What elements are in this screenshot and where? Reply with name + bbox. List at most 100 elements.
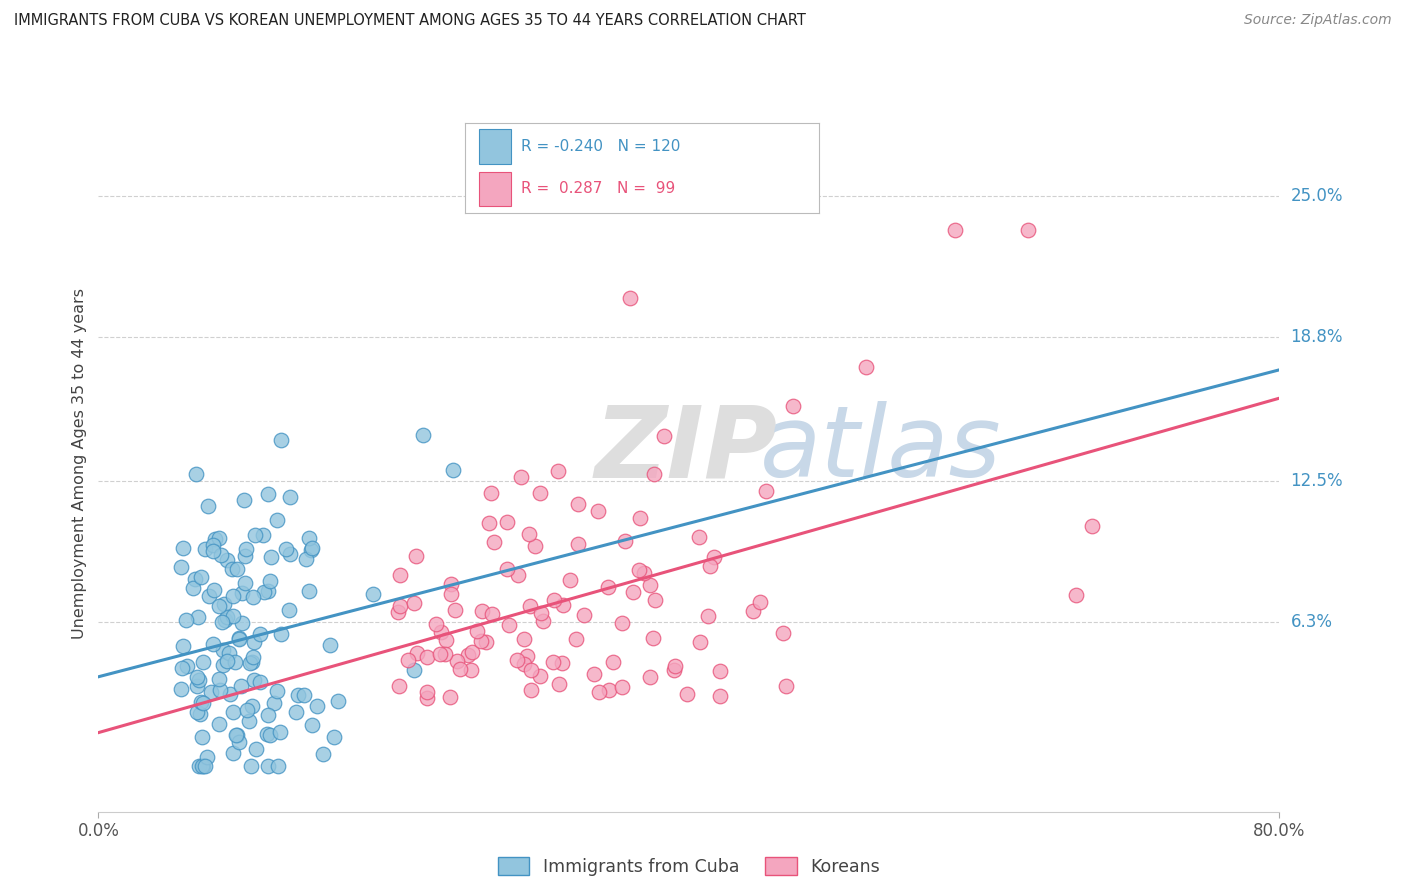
Point bbox=[470, 633, 492, 648]
Point bbox=[520, 683, 543, 698]
Point bbox=[201, 538, 224, 552]
Point bbox=[186, 679, 208, 693]
Point bbox=[257, 759, 280, 773]
Point bbox=[586, 504, 609, 518]
Point bbox=[709, 689, 731, 703]
Point bbox=[516, 649, 538, 664]
Text: 18.8%: 18.8% bbox=[1291, 328, 1343, 346]
Point bbox=[267, 759, 290, 773]
Point bbox=[208, 682, 231, 697]
Point bbox=[278, 491, 301, 505]
Point bbox=[292, 688, 315, 702]
Point bbox=[551, 656, 574, 670]
Point bbox=[429, 647, 451, 661]
Point bbox=[301, 541, 323, 555]
Point bbox=[226, 562, 249, 576]
Point bbox=[742, 603, 765, 617]
Point bbox=[201, 544, 224, 558]
Point bbox=[197, 750, 219, 764]
Point bbox=[256, 727, 278, 741]
Point bbox=[172, 541, 194, 556]
Point bbox=[245, 741, 267, 756]
Text: 12.5%: 12.5% bbox=[1291, 472, 1343, 490]
Point bbox=[627, 562, 650, 576]
Point bbox=[176, 659, 198, 673]
Point bbox=[517, 527, 540, 541]
Point bbox=[208, 717, 231, 731]
Point bbox=[1064, 589, 1087, 603]
Point bbox=[402, 596, 425, 610]
Point bbox=[612, 615, 634, 630]
Point bbox=[212, 657, 235, 672]
Point bbox=[643, 467, 665, 482]
Point bbox=[1017, 223, 1039, 237]
Point bbox=[197, 499, 219, 513]
Point bbox=[434, 632, 457, 647]
Text: ZIP: ZIP bbox=[595, 401, 778, 499]
Point bbox=[186, 706, 208, 720]
Point bbox=[249, 675, 271, 690]
Point bbox=[513, 632, 536, 647]
Point bbox=[209, 548, 232, 562]
Point bbox=[583, 666, 606, 681]
Point bbox=[181, 581, 204, 595]
Point bbox=[174, 613, 197, 627]
Point bbox=[404, 664, 426, 678]
Point bbox=[260, 549, 283, 564]
Point bbox=[697, 608, 720, 623]
Point bbox=[193, 759, 215, 773]
Point bbox=[450, 662, 472, 676]
Text: 25.0%: 25.0% bbox=[1291, 186, 1343, 205]
Point bbox=[506, 568, 529, 582]
Point bbox=[228, 631, 250, 645]
Point bbox=[446, 654, 468, 668]
Point bbox=[444, 603, 467, 617]
Point bbox=[193, 759, 215, 773]
Point bbox=[530, 606, 553, 620]
Point bbox=[295, 551, 318, 566]
Point bbox=[709, 664, 731, 678]
Point bbox=[191, 759, 214, 773]
Point bbox=[782, 400, 804, 414]
Point bbox=[211, 615, 233, 630]
Point bbox=[233, 549, 256, 564]
Point bbox=[628, 511, 651, 525]
Point bbox=[252, 528, 274, 542]
Point bbox=[224, 655, 246, 669]
Point bbox=[638, 670, 661, 684]
Point bbox=[703, 549, 725, 564]
Point bbox=[749, 595, 772, 609]
Point bbox=[217, 654, 239, 668]
Point bbox=[215, 609, 238, 624]
Point bbox=[239, 656, 262, 670]
Point bbox=[204, 532, 226, 546]
Point bbox=[416, 685, 439, 699]
Point bbox=[202, 583, 225, 598]
Point bbox=[638, 578, 661, 592]
Point bbox=[240, 759, 263, 773]
Point bbox=[256, 487, 278, 501]
Text: IMMIGRANTS FROM CUBA VS KOREAN UNEMPLOYMENT AMONG AGES 35 TO 44 YEARS CORRELATIO: IMMIGRANTS FROM CUBA VS KOREAN UNEMPLOYM… bbox=[14, 13, 806, 29]
Point bbox=[662, 663, 685, 677]
Point bbox=[531, 615, 554, 629]
Point bbox=[228, 632, 250, 646]
Point bbox=[170, 682, 193, 697]
Point bbox=[184, 572, 207, 586]
Point bbox=[644, 592, 666, 607]
Text: atlas: atlas bbox=[759, 401, 1001, 499]
Legend: Immigrants from Cuba, Koreans: Immigrants from Cuba, Koreans bbox=[491, 850, 887, 883]
Point bbox=[425, 616, 447, 631]
Point bbox=[190, 695, 212, 709]
Point bbox=[193, 696, 215, 710]
Point bbox=[481, 485, 503, 500]
Point bbox=[301, 717, 323, 731]
Point bbox=[191, 730, 214, 744]
Point bbox=[547, 465, 569, 479]
Point bbox=[495, 515, 517, 529]
Point bbox=[231, 616, 253, 631]
Point bbox=[943, 223, 966, 237]
Point bbox=[387, 679, 409, 693]
Point bbox=[510, 470, 533, 484]
Point bbox=[297, 584, 319, 599]
Point bbox=[699, 558, 721, 573]
